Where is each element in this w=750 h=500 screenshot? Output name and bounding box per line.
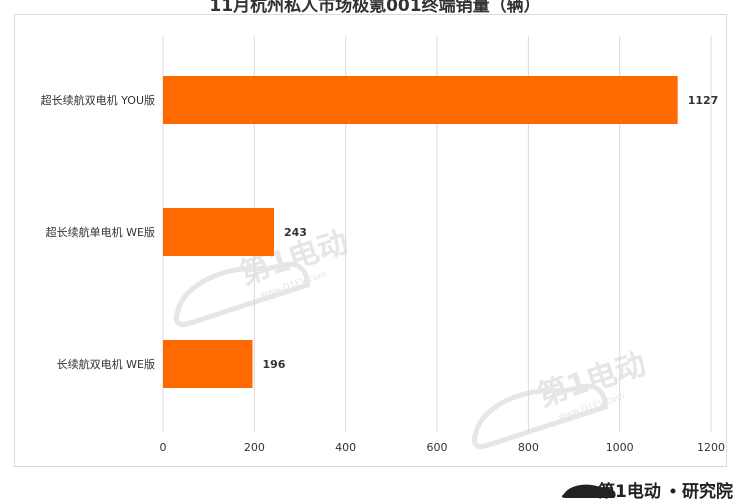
x-axis-ticks: 0 200 400 600 800 1000 1200 xyxy=(160,441,726,454)
bar-value-label: 243 xyxy=(284,226,307,239)
bar-2 xyxy=(163,340,253,388)
x-tick-label: 0 xyxy=(160,441,167,454)
footer-brand: 第1电动 xyxy=(598,481,661,500)
footer-dot xyxy=(670,488,676,494)
category-label: 超长续航单电机 WE版 xyxy=(46,225,155,239)
footer-suffix: 研究院 xyxy=(682,481,733,500)
chart-title: 11月杭州私人市场极氪001终端销量（辆） xyxy=(209,0,541,16)
x-tick-label: 1200 xyxy=(697,441,725,454)
bar-0 xyxy=(163,76,678,124)
category-label: 长续航双电机 WE版 xyxy=(57,357,155,371)
bars: 1127 243 196 xyxy=(163,76,718,388)
x-tick-label: 200 xyxy=(244,441,265,454)
watermark-car-icon xyxy=(173,261,310,328)
x-tick-label: 1000 xyxy=(606,441,634,454)
footer-car-icon xyxy=(561,484,616,498)
x-tick-label: 400 xyxy=(335,441,356,454)
x-tick-label: 800 xyxy=(518,441,539,454)
bar-value-label: 196 xyxy=(263,358,286,371)
footer-logo: 第1电动 研究院 xyxy=(561,481,733,500)
bar-1 xyxy=(163,208,274,256)
category-label: 超长续航双电机 YOU版 xyxy=(41,93,155,107)
bar-value-label: 1127 xyxy=(688,94,719,107)
watermark-car-icon xyxy=(471,383,608,450)
x-tick-label: 600 xyxy=(427,441,448,454)
watermark-2: 第1电动 www.D1EV.com xyxy=(471,346,650,450)
